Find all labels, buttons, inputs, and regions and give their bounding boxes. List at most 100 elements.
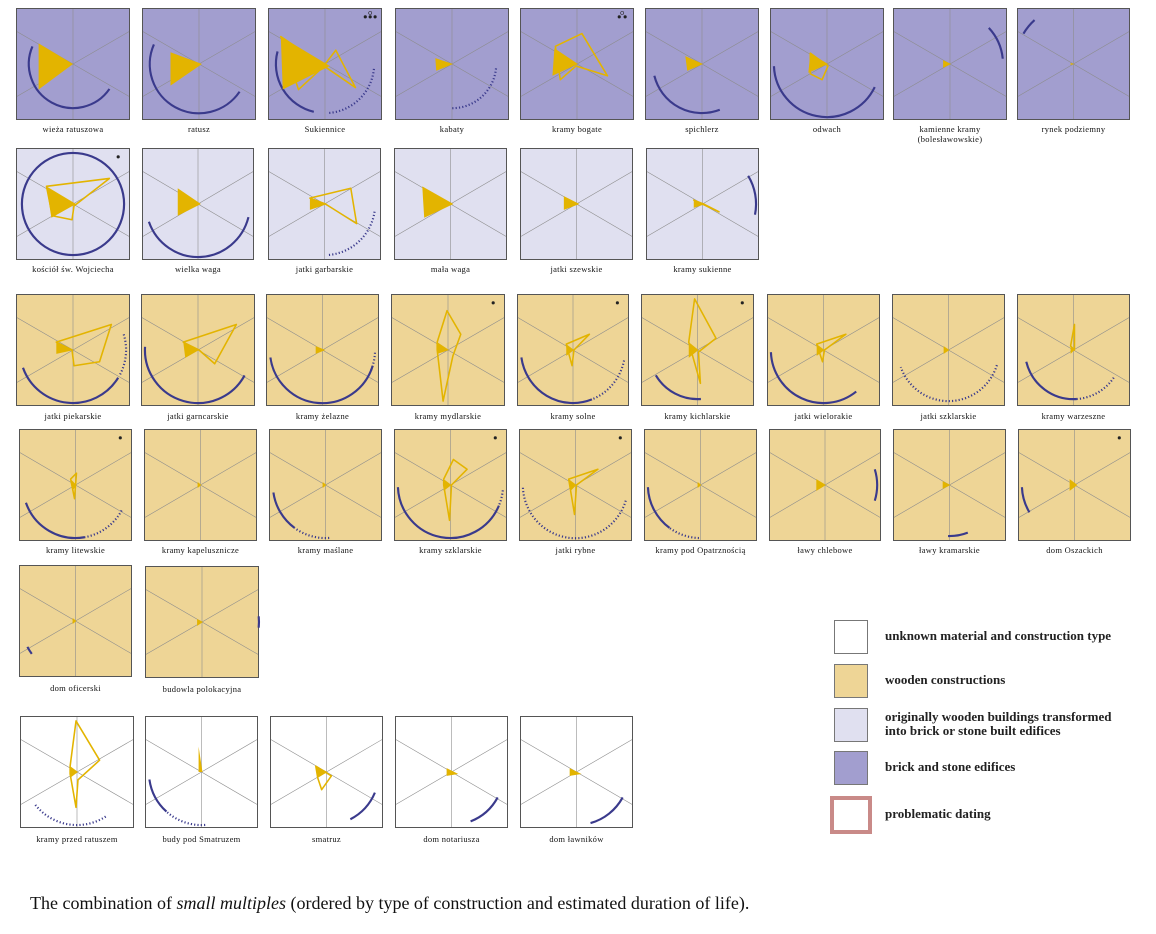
duration-arc — [590, 796, 624, 825]
panel-glyph — [520, 717, 633, 827]
panel-label: budy pod Smatruzem — [125, 834, 278, 844]
panel-40 — [520, 716, 633, 828]
glyph-fill — [552, 48, 578, 76]
panel-26 — [144, 429, 257, 541]
glyph-fill — [56, 342, 74, 354]
panel-label-text: wieża ratuszowa — [42, 124, 104, 134]
glyph-outline — [436, 309, 462, 402]
glyph-fill — [446, 768, 459, 776]
panel-9 — [1017, 8, 1130, 120]
legend-label: problematic dating — [885, 807, 991, 821]
panel-label-text: kamienne kramy — [919, 124, 981, 134]
panel-24 — [1017, 294, 1130, 406]
panel-label-text: ławy kramarskie — [919, 545, 980, 555]
panel-12 — [268, 148, 381, 260]
duration-arc — [147, 216, 250, 259]
panel-label: kramy litewskie — [0, 545, 152, 555]
panel-label: kramy bogate — [500, 124, 654, 134]
panel-21 — [641, 294, 754, 406]
legend-label-text-2: into brick or stone built edifices — [885, 723, 1061, 738]
panel-label-text: kramy kapelusznicze — [161, 545, 240, 555]
panel-label: jatki garncarskie — [121, 411, 275, 421]
duration-arc — [653, 75, 721, 115]
panel-15 — [646, 148, 759, 260]
panel-label: jatki piekarskie — [0, 411, 150, 421]
panel-label: kramy mydlarskie — [371, 411, 525, 421]
panel-label-text: kramy bogate — [551, 124, 603, 134]
glyph-fill — [422, 186, 454, 218]
marker-dot — [615, 301, 619, 305]
glyph-fill — [943, 60, 951, 68]
panel-label-text: ławy chlebowe — [797, 545, 853, 555]
duration-arc — [148, 779, 168, 813]
panel-34 — [19, 565, 132, 677]
panel-23 — [892, 294, 1005, 406]
marker-dot — [617, 15, 621, 19]
marker-dot — [623, 15, 627, 19]
duration-arc-dotted — [84, 509, 123, 539]
panel-glyph — [767, 295, 880, 405]
legend-swatch-problematic — [830, 796, 872, 834]
duration-arc — [396, 487, 500, 540]
duration-arc — [272, 492, 296, 529]
duration-arc-dotted — [165, 810, 206, 827]
duration-arc — [1020, 487, 1031, 513]
legend-label-text: problematic dating — [885, 806, 991, 821]
duration-arc — [654, 374, 701, 401]
duration-arc-dotted — [591, 360, 626, 401]
duration-arc — [24, 502, 85, 540]
glyph-fill — [685, 56, 703, 71]
legend-label-text: wooden constructions — [885, 672, 1006, 687]
duration-arc — [873, 468, 879, 502]
panel-glyph — [141, 295, 255, 405]
panel-label-text: kramy warzeszne — [1041, 411, 1106, 421]
glyph-fill — [693, 200, 706, 208]
glyph-fill — [569, 768, 582, 776]
panel-label: kramy sukienne — [626, 264, 779, 274]
duration-arc — [520, 357, 593, 405]
duration-arc-dotted — [118, 333, 128, 376]
glyph-fill — [315, 346, 326, 354]
panel-1 — [16, 8, 130, 120]
panel-18 — [266, 294, 379, 406]
panel-label-text: mała waga — [430, 264, 471, 274]
marker-dot — [1117, 436, 1121, 440]
panel-label: jatki szklarskie — [872, 411, 1025, 421]
glyph-outline — [687, 298, 717, 385]
panel-label-text: kramy mydlarskie — [414, 411, 482, 421]
glyph-fill — [183, 342, 199, 358]
panel-label: smatruz — [250, 834, 403, 844]
duration-arc — [646, 487, 671, 529]
glyph-fill — [566, 344, 574, 356]
panel-label-text: kramy sukienne — [673, 264, 732, 274]
panel-38 — [270, 716, 383, 828]
panel-glyph — [16, 295, 130, 405]
panel-35 — [145, 566, 261, 678]
panel-label-text: budy pod Smatruzem — [162, 834, 241, 844]
panel-37 — [145, 716, 258, 828]
marker-dot — [620, 11, 625, 15]
legend-swatch-unknown — [834, 620, 868, 654]
duration-arc-dotted — [450, 68, 498, 110]
duration-arc — [769, 352, 857, 405]
glyph-fill — [816, 344, 825, 356]
panel-label: ratusz — [122, 124, 276, 134]
marker-dot — [368, 15, 372, 19]
panel-22 — [767, 294, 880, 406]
duration-arc — [349, 792, 376, 821]
panel-label-text: dom oficerski — [50, 683, 101, 693]
panel-label: wielka waga — [122, 264, 274, 274]
legend-swatch-wooden — [834, 664, 868, 698]
panel-label-text: kabaty — [439, 124, 465, 134]
panel-label-text: smatruz — [311, 834, 341, 844]
panel-39 — [395, 716, 508, 828]
panel-label: jatki wielorakie — [747, 411, 900, 421]
duration-arc — [20, 151, 126, 257]
panel-label-text: Sukiennice — [304, 124, 346, 134]
panel-label: mała waga — [374, 264, 527, 274]
panel-label: spichlerz — [625, 124, 779, 134]
glyph-fill — [435, 58, 453, 71]
marker-dot — [368, 11, 373, 15]
panel-label-text: rynek podziemny — [1041, 124, 1106, 134]
panel-label: ławy kramarskie — [873, 545, 1026, 555]
